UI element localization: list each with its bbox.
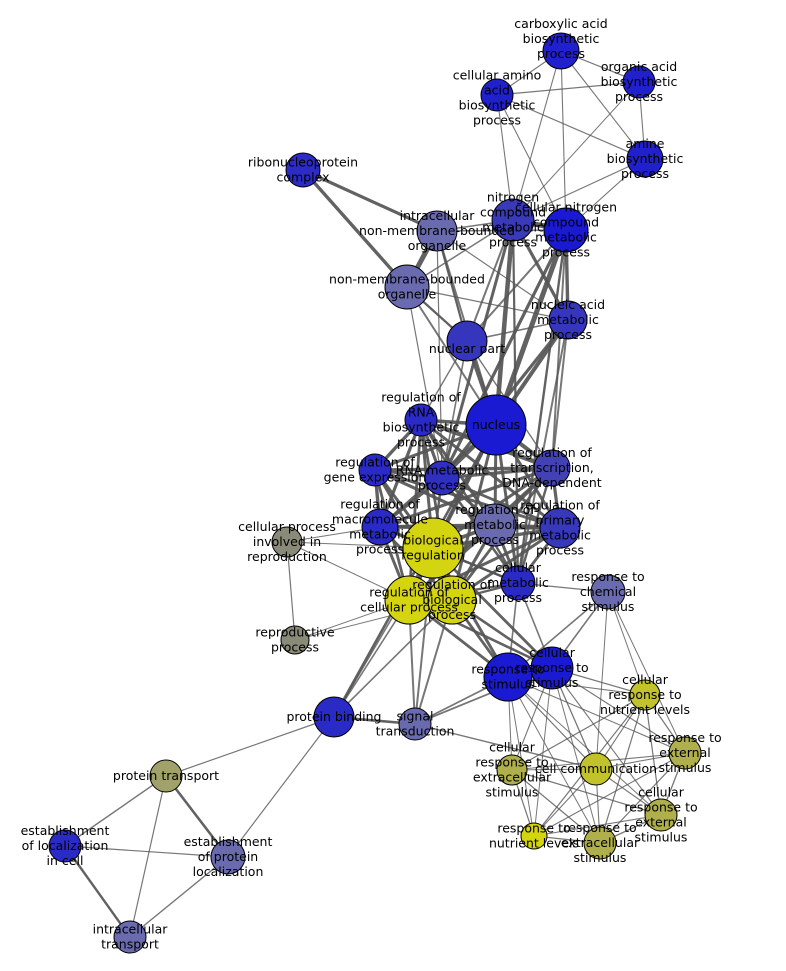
- graph-edge: [551, 667, 601, 844]
- graph-node[interactable]: [483, 652, 533, 702]
- graph-node[interactable]: [361, 508, 399, 546]
- graph-node[interactable]: [402, 517, 464, 579]
- graph-edge: [511, 769, 662, 816]
- graph-edge: [373, 468, 497, 527]
- graph-node[interactable]: [496, 754, 528, 786]
- graph-node[interactable]: [313, 696, 355, 738]
- graph-node[interactable]: [491, 198, 535, 242]
- graph-edge: [63, 844, 132, 939]
- graph-edge: [227, 716, 335, 858]
- graph-edge: [507, 676, 601, 844]
- graph-edge: [507, 676, 535, 837]
- graph-edge: [436, 230, 443, 479]
- graph-edge: [512, 158, 646, 221]
- graph-node[interactable]: [533, 449, 571, 487]
- graph-edge: [406, 286, 569, 321]
- graph-edge: [493, 217, 516, 428]
- graph-edge: [507, 676, 662, 816]
- graph-edge: [407, 418, 423, 602]
- graph-edge: [560, 50, 646, 160]
- graph-edge: [607, 591, 646, 696]
- graph-node[interactable]: [579, 752, 613, 786]
- graph-edge: [373, 466, 554, 472]
- graph-edge: [129, 775, 167, 938]
- graph-edge: [533, 752, 686, 837]
- graph-node[interactable]: [280, 625, 310, 655]
- graph-edge: [333, 599, 453, 718]
- graph-node[interactable]: [539, 507, 581, 549]
- graph-node[interactable]: [465, 394, 527, 456]
- graph-edge: [551, 319, 569, 469]
- nodes-layer: [48, 32, 702, 954]
- graph-node[interactable]: [271, 526, 303, 558]
- graph-node[interactable]: [416, 210, 458, 252]
- graph-edge: [414, 723, 597, 770]
- graph-node[interactable]: [427, 575, 477, 625]
- graph-node[interactable]: [622, 65, 656, 99]
- graph-node[interactable]: [530, 646, 574, 690]
- graph-node[interactable]: [548, 300, 588, 340]
- graph-edge: [64, 775, 167, 847]
- graph-edge: [551, 667, 662, 816]
- graph-edge: [466, 219, 514, 342]
- graph-edge: [301, 168, 439, 233]
- graph-edge: [595, 591, 609, 770]
- graph-edge: [511, 218, 520, 585]
- graph-edge: [507, 676, 686, 754]
- graph-edge: [512, 81, 640, 221]
- graph-edge: [533, 814, 662, 837]
- graph-node[interactable]: [149, 759, 183, 793]
- edges-layer: [63, 50, 686, 939]
- graph-edge: [516, 228, 568, 585]
- graph-node[interactable]: [404, 403, 438, 437]
- graph-edge: [496, 81, 640, 96]
- graph-node[interactable]: [543, 207, 589, 253]
- graph-node[interactable]: [398, 707, 432, 741]
- graph-node[interactable]: [113, 920, 147, 954]
- graph-node[interactable]: [644, 798, 678, 832]
- graph-node[interactable]: [48, 829, 82, 863]
- graph-node[interactable]: [629, 679, 661, 711]
- graph-node[interactable]: [626, 140, 664, 178]
- graph-node[interactable]: [285, 152, 321, 188]
- graph-node[interactable]: [480, 78, 514, 112]
- graph-node[interactable]: [446, 320, 488, 362]
- graph-node[interactable]: [358, 453, 392, 487]
- graph-edge: [551, 229, 567, 469]
- graph-edge: [496, 94, 567, 231]
- graph-edge: [599, 752, 686, 844]
- graph-edge: [512, 50, 562, 221]
- graph-node[interactable]: [384, 264, 430, 310]
- graph-node[interactable]: [210, 839, 246, 875]
- graph-edge: [301, 168, 409, 289]
- graph-node[interactable]: [583, 826, 617, 860]
- graph-node[interactable]: [473, 503, 517, 547]
- graph-edge: [129, 856, 229, 938]
- graph-edge: [511, 769, 601, 844]
- graph-node[interactable]: [424, 460, 460, 496]
- graph-edge: [607, 591, 686, 754]
- graph-edge: [511, 694, 646, 771]
- graph-edge: [599, 694, 646, 844]
- graph-edge: [165, 716, 335, 777]
- graph-edge: [286, 541, 296, 641]
- graph-edge: [436, 230, 569, 321]
- graph-node[interactable]: [500, 565, 536, 601]
- graph-node[interactable]: [384, 575, 434, 625]
- graph-edge: [517, 319, 569, 584]
- graph-edge: [64, 845, 229, 858]
- graph-edge: [496, 94, 646, 160]
- graph-node[interactable]: [590, 574, 626, 610]
- graph-edge: [644, 694, 662, 816]
- graph-node[interactable]: [542, 32, 580, 70]
- graph-node[interactable]: [520, 822, 548, 850]
- graph-node[interactable]: [668, 736, 702, 770]
- graph-edge: [560, 50, 567, 231]
